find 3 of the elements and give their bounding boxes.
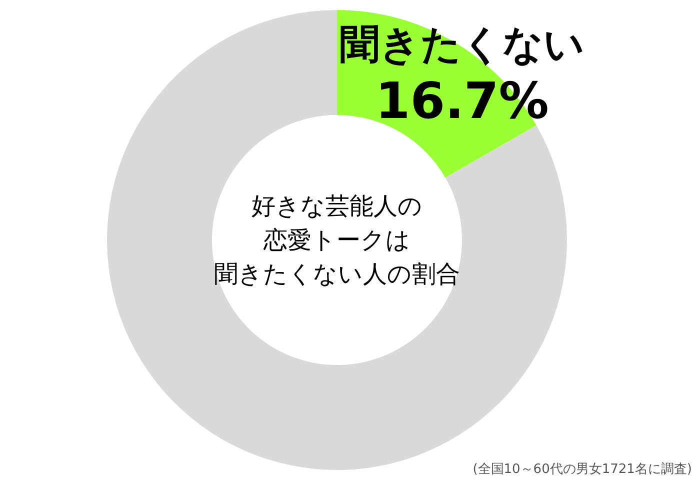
text: 好きな芸能人の恋愛トークは聞きたくない人の割合	[214, 192, 460, 288]
slice-label: 聞きたくない	[340, 22, 585, 68]
text: (全国10～60代の男女1721名に調査)	[472, 462, 692, 477]
